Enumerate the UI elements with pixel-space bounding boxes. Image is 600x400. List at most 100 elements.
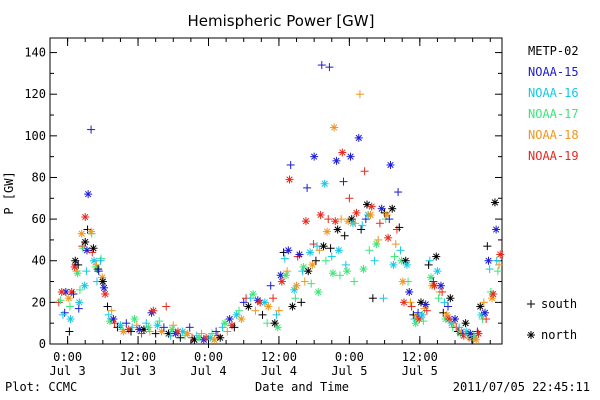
data-point-south	[438, 287, 447, 296]
data-point-north	[284, 246, 293, 255]
data-point-south	[370, 256, 379, 265]
data-point-north	[314, 287, 323, 296]
data-point-south	[263, 319, 272, 328]
data-point-south	[286, 160, 295, 169]
legend-item: NOAA-16	[528, 86, 579, 100]
data-point-south	[419, 317, 428, 326]
data-point-south	[78, 242, 87, 251]
data-point-north	[492, 225, 501, 234]
data-point-south	[297, 298, 306, 307]
data-point-north	[331, 217, 340, 226]
data-point-south	[69, 290, 78, 299]
data-point-south	[274, 306, 283, 315]
data-point-north	[81, 238, 90, 246]
data-point-south	[492, 256, 501, 265]
data-point-south	[361, 215, 370, 224]
data-point-north	[338, 148, 347, 157]
data-point-south	[65, 327, 74, 336]
data-point-south	[197, 329, 206, 338]
data-point-north	[270, 319, 279, 328]
data-point-north	[220, 319, 229, 328]
data-point-north	[98, 277, 107, 286]
data-point-south	[309, 240, 318, 249]
legend-marker-label: south	[541, 297, 577, 311]
data-point-north	[210, 335, 219, 344]
data-point-south	[422, 306, 431, 315]
data-point-south	[485, 265, 494, 274]
data-point-north	[484, 256, 493, 265]
data-point-north	[73, 269, 82, 278]
data-point-north	[347, 215, 356, 224]
data-point-north	[367, 202, 376, 211]
data-point-south	[439, 308, 448, 317]
data-point-south	[269, 294, 278, 303]
data-point-south	[283, 267, 292, 276]
data-point-north	[496, 250, 505, 259]
x-axis-label: Date and Time	[255, 380, 349, 394]
data-point-south	[409, 310, 418, 319]
data-point-north	[421, 300, 430, 309]
x-tick-label-time: 12:00	[261, 350, 297, 364]
data-point-south	[128, 323, 137, 332]
data-point-south	[391, 240, 400, 249]
data-point-south	[103, 302, 112, 311]
data-point-south	[162, 302, 171, 311]
data-point-north	[332, 156, 341, 165]
y-tick-label: 40	[32, 254, 46, 268]
x-tick-label-time: 12:00	[120, 350, 156, 364]
data-point-south	[337, 215, 346, 224]
data-point-south	[266, 281, 275, 290]
data-point-north	[301, 217, 310, 226]
data-point-south	[355, 90, 364, 99]
data-point-south	[82, 267, 91, 276]
data-point-north	[173, 327, 182, 336]
legend-item: NOAA-18	[528, 128, 579, 142]
data-point-south	[291, 294, 300, 303]
x-tick-label-time: 0:00	[194, 350, 223, 364]
data-point-north	[446, 294, 455, 303]
data-point-south	[357, 225, 366, 234]
legend-item: NOAA-15	[528, 65, 579, 79]
data-point-south	[218, 323, 227, 332]
data-point-north	[100, 283, 109, 292]
data-point-south	[127, 327, 136, 336]
data-point-south	[365, 246, 374, 255]
data-point-north	[80, 281, 89, 290]
data-point-north	[334, 246, 343, 255]
data-point-north	[281, 271, 290, 280]
data-point-north	[426, 273, 435, 282]
data-point-south	[75, 285, 84, 294]
data-point-south	[107, 306, 116, 315]
legend-marker-south	[527, 300, 535, 308]
data-point-south	[155, 317, 164, 326]
data-point-south	[345, 194, 354, 203]
data-point-north	[352, 208, 361, 217]
legend-item: NOAA-19	[528, 149, 579, 163]
chart-title: Hemispheric Power [GW]	[188, 12, 375, 30]
data-point-south	[324, 215, 333, 224]
data-point-south	[54, 298, 63, 307]
data-point-south	[230, 323, 239, 332]
data-point-south	[87, 229, 96, 238]
x-tick-label-date: Jul 5	[331, 364, 367, 378]
data-point-north	[366, 210, 375, 219]
data-point-south	[74, 260, 83, 269]
x-tick-label-time: 12:00	[402, 350, 438, 364]
data-point-north	[183, 329, 192, 338]
legend-marker-north	[527, 331, 535, 339]
data-point-south	[315, 246, 324, 255]
data-point-south	[104, 310, 113, 319]
data-point-south	[145, 327, 154, 336]
data-point-north	[144, 323, 153, 332]
data-point-south	[327, 252, 336, 261]
footer-plot-credit: Plot: CCMC	[5, 380, 77, 394]
data-point-south	[235, 306, 244, 315]
x-tick-label-date: Jul 3	[50, 364, 86, 378]
data-point-south	[300, 277, 309, 286]
data-point-north	[285, 175, 294, 184]
data-point-south	[96, 256, 105, 265]
data-point-north	[225, 315, 234, 324]
data-point-south	[479, 298, 488, 307]
data-point-north	[89, 244, 98, 253]
